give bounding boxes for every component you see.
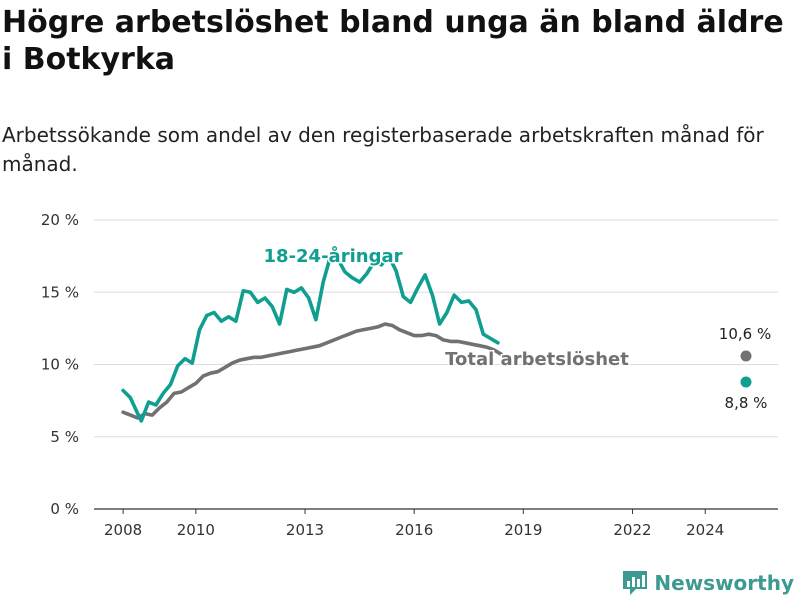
x-tick-label: 2016: [395, 521, 433, 539]
x-tick-label: 2013: [286, 521, 324, 539]
newsworthy-chart-icon: [623, 571, 648, 595]
x-tick-label: 2024: [686, 521, 724, 539]
end-marker-youth: [740, 376, 752, 388]
y-tick-label: 10 %: [41, 356, 79, 374]
x-tick-label: 2019: [504, 521, 542, 539]
series-line-total: [121, 322, 504, 420]
x-axis: 2008 2010 2013 2016 2019 2022 2024: [104, 509, 724, 539]
series-label-youth: 18-24-åringar: [264, 245, 403, 267]
x-tick-label: 2022: [613, 521, 651, 539]
y-axis: 0 % 5 % 10 % 15 % 20 %: [41, 211, 79, 518]
series-lines: [121, 254, 504, 423]
x-tick-label: 2008: [104, 521, 142, 539]
y-tick-label: 20 %: [41, 211, 79, 229]
end-value-label-youth: 8,8 %: [725, 394, 768, 412]
line-chart: 0 %5 %10 %15 %20 % 2008 2010 2013 2016 2019 2…: [41, 211, 778, 539]
y-tick-label: 15 %: [41, 283, 79, 301]
x-tick-label: 2010: [177, 521, 215, 539]
series-line-youth: [121, 254, 500, 423]
gridlines: [94, 219, 778, 510]
y-tick-label: 0 %: [50, 500, 79, 518]
series-labels: Total arbetslöshet 18-24-åringar 10,6 % 8,8…: [262, 244, 771, 413]
y-tick-label: 5 %: [50, 428, 79, 446]
chart-title: Högre arbetslöshet bland unga än bland ä…: [2, 5, 784, 77]
end-value-label-total: 10,6 %: [719, 325, 771, 343]
chart-subtitle: Arbetssökande som andel av den registerb…: [2, 123, 764, 176]
brand-name: Newsworthy: [654, 571, 794, 595]
end-marker-total: [740, 350, 752, 362]
newsworthy-logo[interactable]: Newsworthy: [622, 570, 794, 596]
series-label-total: Total arbetslöshet: [445, 349, 629, 370]
